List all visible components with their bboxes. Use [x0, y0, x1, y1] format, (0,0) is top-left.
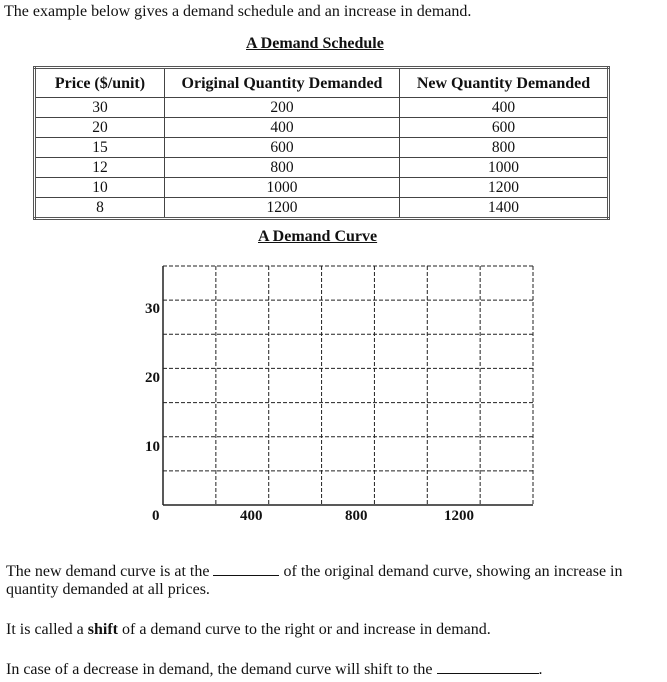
demand-graph	[162, 265, 534, 506]
question-1: The new demand curve is at the of the or…	[6, 561, 623, 580]
y-tick-label: 20	[145, 370, 160, 386]
table-row: 8 1200 1400	[34, 197, 609, 219]
answer-blank-2[interactable]	[436, 659, 539, 674]
y-tick-label: 10	[145, 439, 160, 455]
intro-text: The example below gives a demand schedul…	[4, 3, 472, 20]
question-1-cont: quantity demanded at all prices.	[6, 581, 210, 598]
x-tick-label: 1200	[444, 508, 474, 524]
x-tick-label: 0	[152, 508, 160, 524]
table-cell: 1200	[164, 197, 400, 219]
table-cell: 1400	[399, 197, 609, 219]
schedule-title: A Demand Schedule	[246, 35, 384, 52]
x-tick-label: 400	[240, 508, 263, 524]
shift-statement: It is called a shift of a demand curve t…	[6, 621, 491, 638]
demand-schedule-table: Price ($/unit) Original Quantity Demanded…	[33, 66, 610, 220]
table-cell: 800	[399, 137, 609, 158]
curve-title: A Demand Curve	[258, 228, 378, 245]
table-row: 30 200 400	[34, 97, 609, 118]
answer-blank-1[interactable]	[213, 561, 280, 576]
y-tick-label: 30	[145, 301, 160, 317]
x-tick-label: 800	[345, 508, 368, 524]
question-2: In case of a decrease in demand, the dem…	[6, 659, 543, 678]
table-cell: 1000	[399, 157, 609, 178]
